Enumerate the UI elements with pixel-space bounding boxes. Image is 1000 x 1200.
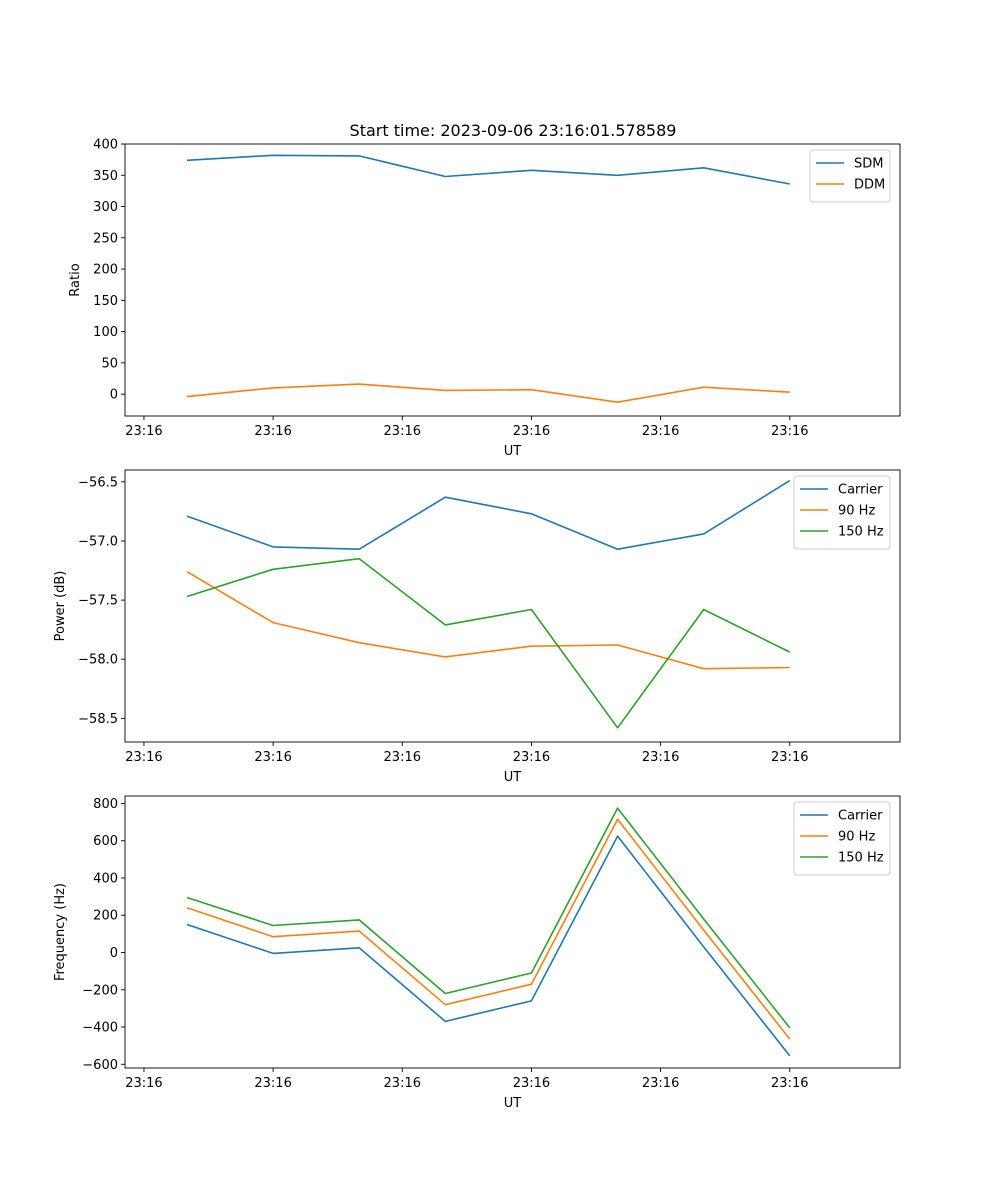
x-tick-label: 23:16 — [125, 750, 162, 765]
y-axis-label: Ratio — [68, 263, 83, 296]
series-line-150-hz — [186, 557, 791, 729]
x-tick-label: 23:16 — [125, 424, 162, 439]
y-tick-label: 800 — [93, 797, 118, 812]
y-tick-label: 600 — [93, 834, 118, 849]
y-tick-label: 0 — [110, 946, 118, 961]
legend-entry: 150 Hz — [838, 525, 884, 540]
series-line-90-hz — [186, 818, 791, 1040]
y-tick-label: −58.0 — [78, 653, 118, 668]
x-tick-label: 23:16 — [513, 1076, 550, 1091]
y-tick-label: −57.0 — [78, 534, 118, 549]
series-line-150-hz — [186, 807, 791, 1029]
legend-entry: SDM — [854, 157, 883, 172]
y-tick-label: −200 — [82, 983, 118, 998]
y-axis-label: Power (dB) — [53, 571, 68, 642]
ratio-panel: 23:16 23:16 23:16 23:16 23:16 23:16 0 50 100 150 2… — [68, 138, 901, 459]
legend-entry: Carrier — [838, 483, 883, 498]
y-axis-label: Frequency (Hz) — [53, 883, 68, 981]
legend-entry: Carrier — [838, 809, 883, 824]
x-tick-label: 23:16 — [771, 750, 808, 765]
y-tick-label: 250 — [93, 231, 118, 246]
x-tick-label: 23:16 — [384, 1076, 421, 1091]
chart-title: Start time: 2023-09-06 23:16:01.578589 — [350, 121, 677, 140]
y-tick-label: 300 — [93, 200, 118, 215]
x-axis-label: UT — [504, 770, 522, 785]
legend-entry: 90 Hz — [838, 830, 875, 845]
series-line-carrier — [186, 835, 791, 1057]
series-line-90-hz — [186, 571, 790, 670]
y-tick-label: 100 — [93, 325, 118, 340]
x-axis-label: UT — [504, 1096, 522, 1111]
series-line-carrier — [186, 479, 791, 551]
y-tick-label: 200 — [93, 263, 118, 278]
x-tick-label: 23:16 — [771, 424, 808, 439]
series-line-ddm — [186, 383, 790, 404]
y-tick-label: 400 — [93, 871, 118, 886]
y-tick-label: −600 — [82, 1058, 118, 1073]
x-tick-label: 23:16 — [642, 1076, 679, 1091]
x-tick-label: 23:16 — [254, 424, 291, 439]
y-tick-label: 150 — [93, 294, 118, 309]
legend-entry: 90 Hz — [838, 504, 875, 519]
x-tick-label: 23:16 — [642, 750, 679, 765]
x-tick-label: 23:16 — [384, 424, 421, 439]
axes-frame — [124, 469, 901, 743]
frequency-panel: 23:16 23:16 23:16 23:16 23:16 23:16 −600 −400 −2… — [53, 795, 901, 1111]
y-tick-label: 0 — [110, 388, 118, 403]
y-tick-label: 350 — [93, 169, 118, 184]
axes-frame — [124, 143, 901, 417]
y-tick-label: 400 — [93, 138, 118, 153]
series-line-sdm — [186, 154, 790, 185]
x-axis-label: UT — [504, 444, 522, 459]
x-tick-label: 23:16 — [254, 1076, 291, 1091]
legend-entry: DDM — [854, 178, 885, 193]
axes-frame — [124, 795, 901, 1069]
y-tick-label: −57.5 — [78, 594, 118, 609]
x-tick-label: 23:16 — [384, 750, 421, 765]
x-tick-label: 23:16 — [642, 424, 679, 439]
y-tick-label: −400 — [82, 1021, 118, 1036]
x-tick-label: 23:16 — [513, 750, 550, 765]
x-tick-label: 23:16 — [254, 750, 291, 765]
y-tick-label: −56.5 — [78, 475, 118, 490]
x-tick-label: 23:16 — [125, 1076, 162, 1091]
power-panel: 23:16 23:16 23:16 23:16 23:16 23:16 −58.5 −58.0… — [53, 469, 901, 785]
y-tick-label: 200 — [93, 909, 118, 924]
x-tick-label: 23:16 — [513, 424, 550, 439]
y-tick-label: −58.5 — [78, 712, 118, 727]
x-tick-label: 23:16 — [771, 1076, 808, 1091]
legend-entry: 150 Hz — [838, 851, 884, 866]
y-tick-label: 50 — [101, 356, 118, 371]
